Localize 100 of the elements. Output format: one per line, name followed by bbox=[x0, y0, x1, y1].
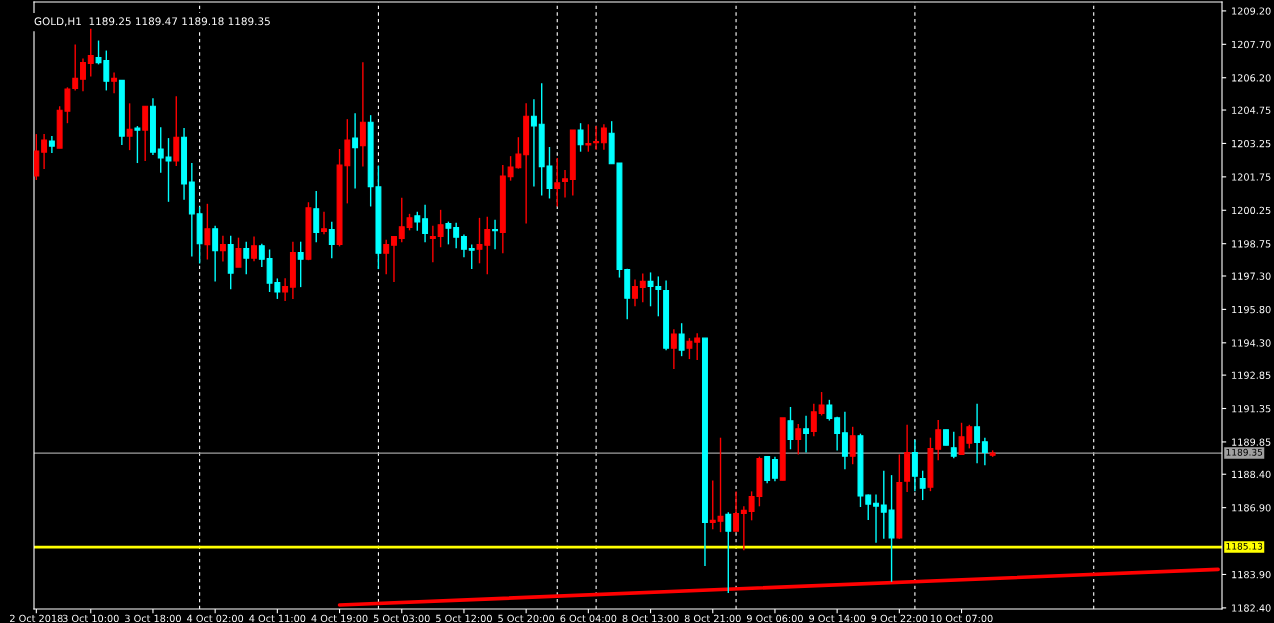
x-tick-label: 3 Oct 10:00 bbox=[62, 614, 119, 623]
candlestick bbox=[383, 238, 390, 275]
candlestick bbox=[359, 61, 366, 168]
x-tick-label: 4 Oct 11:00 bbox=[249, 614, 306, 623]
candlestick bbox=[111, 71, 118, 95]
y-tick-label: 1191.35 bbox=[1232, 405, 1271, 413]
candlestick bbox=[219, 234, 226, 263]
x-tick-label: 10 Oct 07:00 bbox=[930, 614, 993, 623]
candlestick bbox=[80, 57, 86, 93]
candlestick bbox=[771, 455, 778, 482]
candlestick bbox=[173, 95, 180, 167]
candlestick bbox=[981, 437, 988, 467]
candlestick bbox=[321, 211, 327, 236]
x-tick-label: 5 Oct 03:00 bbox=[373, 614, 430, 623]
candlestick bbox=[313, 190, 320, 244]
y-tick-label: 1206.20 bbox=[1232, 74, 1271, 82]
x-tick-label: 5 Oct 20:00 bbox=[498, 614, 555, 623]
ref-line-label: 1185.13 bbox=[1226, 542, 1263, 550]
candlestick bbox=[554, 157, 561, 208]
candlestick bbox=[460, 233, 467, 258]
candlestick bbox=[251, 235, 257, 262]
candlestick bbox=[686, 337, 693, 360]
candlestick bbox=[873, 493, 879, 544]
candlestick bbox=[577, 122, 584, 153]
candlestick bbox=[764, 455, 771, 484]
candlestick bbox=[841, 411, 848, 471]
candlestick bbox=[235, 236, 242, 268]
candlestick bbox=[142, 105, 149, 162]
candlestick bbox=[212, 224, 219, 283]
candlestick bbox=[297, 240, 304, 288]
x-tick-label: 2 Oct 2018 bbox=[10, 614, 63, 623]
y-tick-label: 1188.40 bbox=[1232, 470, 1271, 479]
candlestick bbox=[834, 416, 841, 452]
candlestick bbox=[87, 28, 94, 78]
candlestick bbox=[787, 406, 794, 450]
candlestick bbox=[352, 112, 359, 190]
candlestick bbox=[445, 220, 452, 246]
candlestick bbox=[632, 278, 638, 307]
candlestick bbox=[911, 439, 918, 492]
candlestick bbox=[733, 490, 740, 532]
candlestick bbox=[670, 328, 677, 370]
y-tick-label: 1204.75 bbox=[1232, 106, 1271, 114]
y-tick-label: 1200.25 bbox=[1232, 206, 1271, 215]
x-tick-label: 8 Oct 21:00 bbox=[684, 614, 741, 623]
x-tick-label: 4 Oct 02:00 bbox=[187, 614, 244, 623]
candlestick bbox=[974, 403, 981, 465]
candlestick bbox=[414, 211, 421, 232]
ref-line-label: 1189.35 bbox=[1226, 448, 1263, 456]
x-tick-label: 9 Oct 06:00 bbox=[746, 614, 803, 623]
candlestick bbox=[422, 204, 429, 244]
y-tick-label: 1209.20 bbox=[1232, 7, 1271, 15]
x-tick-label: 8 Oct 13:00 bbox=[622, 614, 679, 623]
candlestick bbox=[950, 430, 957, 459]
candlestick bbox=[41, 133, 48, 170]
candlestick bbox=[282, 277, 289, 302]
candlestick bbox=[694, 332, 701, 361]
y-tick-label: 1201.75 bbox=[1232, 173, 1271, 181]
y-tick-label: 1197.30 bbox=[1232, 272, 1271, 280]
candlestick bbox=[453, 222, 460, 250]
candlestick bbox=[492, 218, 499, 250]
y-tick-label: 1207.70 bbox=[1232, 40, 1271, 49]
candlestick bbox=[204, 203, 211, 261]
candlestick bbox=[437, 209, 444, 248]
candlestick bbox=[126, 102, 133, 151]
candlestick bbox=[530, 98, 537, 188]
x-tick-label: 9 Oct 14:00 bbox=[809, 614, 866, 623]
y-tick-label: 1195.80 bbox=[1232, 305, 1271, 314]
candlestick bbox=[328, 220, 335, 259]
candlestick bbox=[826, 399, 833, 422]
candlestick bbox=[258, 242, 265, 268]
candlestick bbox=[880, 469, 887, 540]
candlestick bbox=[429, 224, 436, 263]
y-tick-label: 1198.75 bbox=[1232, 240, 1271, 248]
candlestick bbox=[919, 469, 926, 501]
y-tick-label: 1192.85 bbox=[1232, 371, 1271, 379]
candlestick bbox=[639, 272, 646, 303]
candlestick bbox=[810, 403, 817, 438]
candlestick bbox=[795, 423, 802, 456]
candlestick bbox=[593, 125, 600, 151]
candlestick bbox=[585, 123, 592, 153]
candlestick bbox=[243, 240, 250, 275]
text: GOLD,H1 1189.25 1189.47 1189.18 1189.35 bbox=[34, 17, 270, 27]
x-tick-label: 3 Oct 18:00 bbox=[125, 614, 181, 623]
y-tick-label: 1186.90 bbox=[1232, 504, 1271, 512]
candlestick bbox=[849, 426, 856, 465]
candlestick bbox=[740, 505, 747, 551]
y-tick-label: 1183.90 bbox=[1232, 570, 1271, 579]
x-tick-label: 9 Oct 22:00 bbox=[871, 614, 928, 623]
y-tick-label: 1189.85 bbox=[1232, 438, 1271, 446]
candlestick bbox=[134, 125, 141, 164]
candlestick bbox=[678, 322, 685, 357]
candlestick bbox=[562, 169, 568, 199]
candlestick bbox=[725, 511, 732, 594]
candlestick bbox=[600, 123, 607, 151]
candlestick bbox=[818, 391, 825, 417]
x-tick-label: 4 Oct 19:00 bbox=[311, 614, 368, 623]
candlestick bbox=[391, 235, 397, 283]
y-tick-label: 1194.30 bbox=[1232, 339, 1271, 347]
x-tick-label: 6 Oct 04:00 bbox=[560, 614, 617, 623]
y-tick-label: 1182.40 bbox=[1232, 604, 1271, 612]
